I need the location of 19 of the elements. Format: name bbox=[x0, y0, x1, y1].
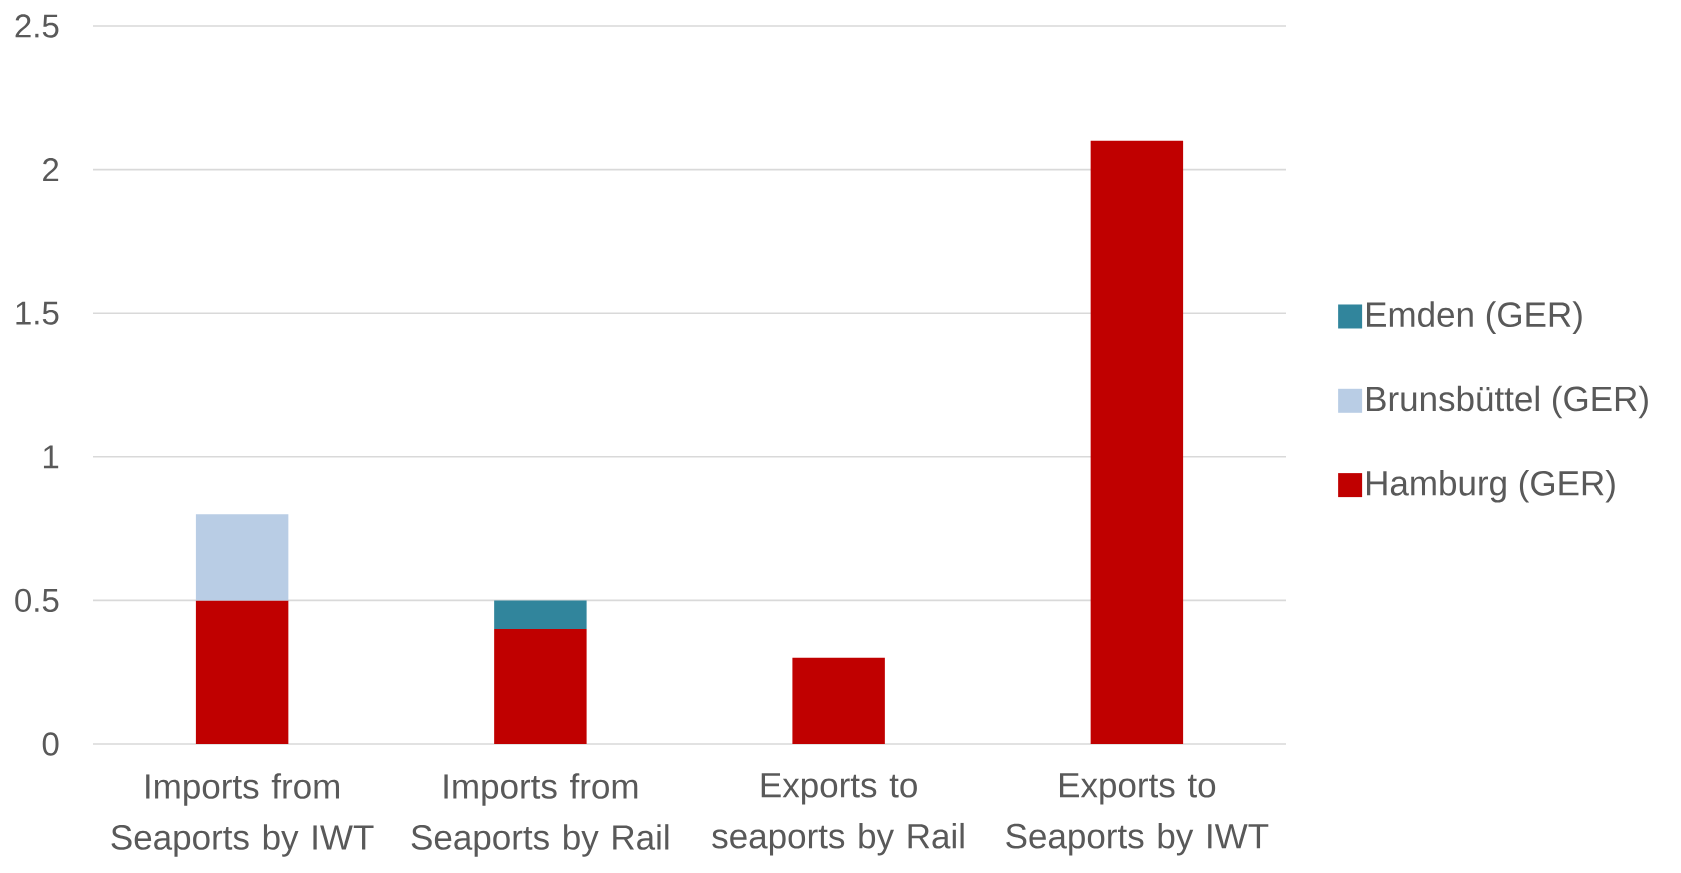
x-tick-label: Imports from Seaports by Rail bbox=[411, 773, 669, 857]
legend-label: Hamburg (GER) bbox=[1366, 469, 1615, 503]
y-tick-label: 0 bbox=[42, 732, 59, 756]
bar bbox=[494, 629, 587, 744]
y-tick-label: 2.5 bbox=[15, 14, 59, 38]
y-tick-label: 0.5 bbox=[15, 588, 59, 613]
legend-label: Brunsbüttel (GER) bbox=[1366, 385, 1648, 419]
y-tick-label: 1.5 bbox=[16, 301, 59, 325]
bar bbox=[494, 600, 587, 630]
y-tick-label: 2 bbox=[43, 158, 59, 182]
bar bbox=[792, 657, 885, 744]
bar bbox=[195, 514, 289, 601]
bar bbox=[195, 600, 289, 744]
x-tick-label: Exports to Seaports by IWT bbox=[1006, 773, 1269, 856]
x-tick-label: Exports to seaports by Rail bbox=[712, 773, 964, 856]
x-tick-label: Imports from Seaports by IWT bbox=[111, 773, 374, 857]
bar bbox=[1090, 140, 1184, 744]
legend-label: Emden (GER) bbox=[1366, 301, 1582, 334]
y-tick-label: 1 bbox=[43, 445, 59, 469]
